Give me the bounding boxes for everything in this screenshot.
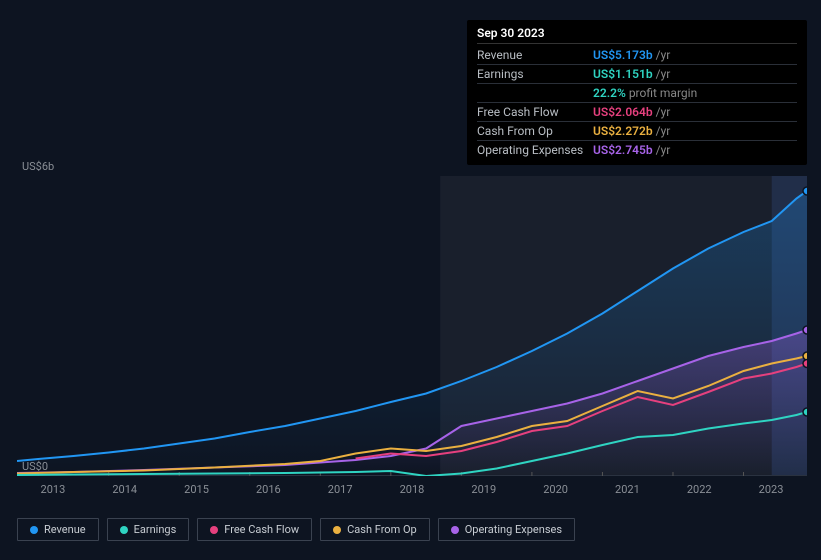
tooltip-row-value: US$5.173b/yr xyxy=(593,48,670,62)
legend-label: Free Cash Flow xyxy=(224,523,299,536)
tooltip-row-label: Cash From Op xyxy=(477,124,593,138)
x-tick-label: 2013 xyxy=(18,483,88,496)
tooltip-row-label: Free Cash Flow xyxy=(477,105,593,119)
legend-item-cash-from-op[interactable]: Cash From Op xyxy=(320,518,430,541)
x-tick-label: 2016 xyxy=(233,483,303,496)
tooltip-row: RevenueUS$5.173b/yr xyxy=(477,46,797,65)
x-tick-label: 2021 xyxy=(592,483,662,496)
x-tick-label: 2015 xyxy=(162,483,232,496)
end-marker-earnings xyxy=(803,408,807,416)
legend-dot-icon xyxy=(333,526,341,534)
tooltip-row-value: US$2.745b/yr xyxy=(593,143,670,157)
tooltip-row-label: Earnings xyxy=(477,67,593,81)
chart-legend: Revenue Earnings Free Cash Flow Cash From O… xyxy=(17,518,575,541)
legend-dot-icon xyxy=(210,526,218,534)
x-tick-label: 2019 xyxy=(449,483,519,496)
tooltip-row-value: US$1.151b/yr xyxy=(593,67,670,81)
tooltip-row-value: US$2.272b/yr xyxy=(593,124,670,138)
tooltip-row: Free Cash FlowUS$2.064b/yr xyxy=(477,103,797,122)
end-marker-operating-expenses xyxy=(803,326,807,334)
x-tick-label: 2023 xyxy=(736,483,806,496)
end-marker-revenue xyxy=(803,187,807,195)
line-chart xyxy=(17,176,807,476)
tooltip-row: EarningsUS$1.151b/yr xyxy=(477,65,797,84)
x-tick-label: 2014 xyxy=(90,483,160,496)
tooltip-row: Operating ExpensesUS$2.745b/yr xyxy=(477,141,797,159)
x-tick-label: 2020 xyxy=(521,483,591,496)
legend-label: Operating Expenses xyxy=(465,523,562,536)
x-tick-label: 2017 xyxy=(305,483,375,496)
x-tick-label: 2018 xyxy=(377,483,447,496)
x-axis-labels: 2013201420152016201720182019202020212022… xyxy=(17,483,807,496)
legend-dot-icon xyxy=(120,526,128,534)
x-tick-label: 2022 xyxy=(664,483,734,496)
legend-dot-icon xyxy=(451,526,459,534)
tooltip-row-label: Revenue xyxy=(477,48,593,62)
end-marker-free-cash-flow xyxy=(803,360,807,368)
tooltip-row-value: US$2.064b/yr xyxy=(593,105,670,119)
tooltip-row-label: Operating Expenses xyxy=(477,143,593,157)
legend-dot-icon xyxy=(30,526,38,534)
legend-item-operating-expenses[interactable]: Operating Expenses xyxy=(438,518,575,541)
tooltip-row-sub: 22.2% profit margin xyxy=(477,84,797,103)
tooltip-date: Sep 30 2023 xyxy=(477,26,797,44)
legend-label: Cash From Op xyxy=(347,523,417,536)
legend-item-earnings[interactable]: Earnings xyxy=(107,518,190,541)
legend-label: Revenue xyxy=(44,523,86,536)
legend-item-revenue[interactable]: Revenue xyxy=(17,518,99,541)
data-tooltip: Sep 30 2023 RevenueUS$5.173b/yrEarningsU… xyxy=(467,20,807,165)
y-axis-max-label: US$6b xyxy=(22,160,54,173)
tooltip-row: Cash From OpUS$2.272b/yr xyxy=(477,122,797,141)
legend-label: Earnings xyxy=(134,523,177,536)
legend-item-free-cash-flow[interactable]: Free Cash Flow xyxy=(197,518,312,541)
